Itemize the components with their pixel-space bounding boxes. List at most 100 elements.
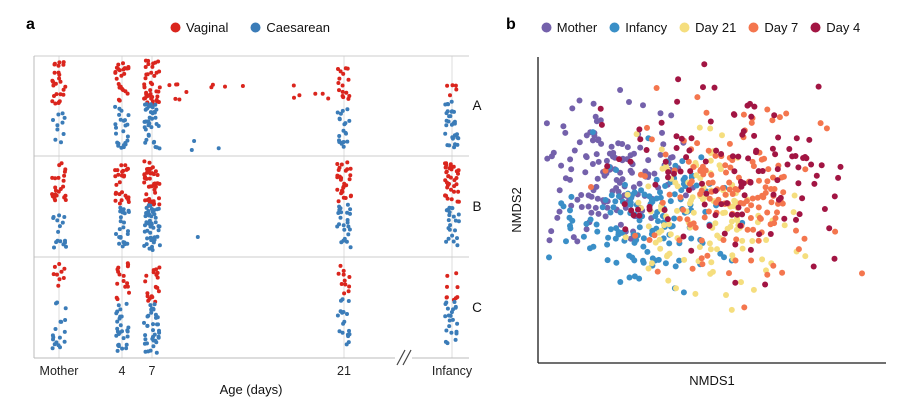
- data-point: [337, 116, 342, 121]
- data-point: [796, 211, 803, 218]
- data-point: [157, 265, 162, 270]
- data-point: [605, 234, 612, 241]
- data-point: [751, 103, 758, 110]
- data-point: [562, 129, 569, 136]
- data-point: [146, 349, 151, 354]
- data-point: [632, 232, 639, 239]
- data-point: [339, 240, 344, 245]
- data-point: [674, 183, 681, 190]
- data-point: [682, 192, 689, 199]
- data-point: [142, 243, 147, 248]
- data-point: [150, 244, 154, 249]
- data-point: [167, 83, 172, 88]
- panel-a-points: [50, 58, 461, 355]
- data-point: [447, 213, 452, 218]
- data-point: [116, 67, 121, 72]
- data-point: [119, 163, 124, 168]
- data-point: [448, 93, 452, 98]
- data-point: [661, 207, 668, 213]
- data-point: [823, 125, 830, 132]
- legend-dot-day4-icon: [810, 22, 821, 33]
- data-point: [658, 227, 665, 234]
- data-point: [113, 122, 118, 127]
- data-point: [693, 182, 700, 189]
- data-point: [455, 132, 459, 137]
- data-point: [768, 199, 775, 206]
- data-point: [737, 200, 744, 206]
- data-point: [445, 83, 450, 88]
- data-point: [143, 333, 148, 338]
- data-point: [769, 145, 776, 152]
- data-point: [446, 119, 451, 124]
- data-point: [587, 216, 594, 223]
- data-point: [720, 237, 727, 243]
- data-point: [738, 279, 744, 286]
- data-point: [348, 207, 353, 212]
- data-point: [147, 104, 152, 109]
- data-point: [769, 117, 776, 124]
- data-point: [674, 207, 680, 214]
- data-point: [151, 307, 156, 312]
- data-point: [686, 187, 692, 194]
- data-point: [142, 159, 147, 164]
- data-point: [451, 214, 456, 219]
- nmds-scatter-chart: NMDS1 NMDS2: [509, 57, 886, 388]
- data-point: [343, 121, 348, 126]
- data-point: [702, 158, 709, 165]
- data-point: [148, 203, 153, 208]
- data-point: [733, 236, 740, 243]
- data-point: [610, 204, 617, 211]
- axis-break-mark: [402, 349, 412, 366]
- data-point: [341, 310, 346, 314]
- data-point: [456, 171, 460, 176]
- data-point: [652, 181, 659, 188]
- data-point: [146, 119, 151, 124]
- data-point: [622, 234, 629, 241]
- data-point: [61, 178, 66, 183]
- x-axis-title-a: Age (days): [220, 382, 283, 397]
- data-point: [711, 84, 718, 91]
- data-point: [114, 182, 119, 187]
- data-point: [454, 271, 459, 276]
- data-point: [664, 252, 671, 259]
- data-point: [443, 314, 448, 319]
- data-point: [121, 279, 126, 283]
- data-point: [156, 322, 160, 327]
- data-point: [665, 169, 672, 176]
- data-point: [348, 245, 353, 250]
- data-point: [594, 195, 601, 202]
- data-point: [615, 193, 622, 200]
- data-point: [657, 110, 664, 117]
- data-point: [189, 148, 194, 152]
- data-point: [52, 245, 56, 250]
- data-point: [699, 261, 706, 268]
- data-point: [694, 140, 701, 147]
- data-point: [147, 176, 152, 181]
- data-point: [627, 152, 634, 159]
- data-point: [445, 306, 450, 311]
- data-point: [117, 316, 122, 321]
- data-point: [125, 122, 130, 127]
- data-point: [114, 76, 119, 81]
- tick-7: 7: [149, 364, 156, 378]
- data-point: [146, 209, 151, 213]
- data-point: [113, 174, 118, 179]
- data-point: [126, 210, 131, 214]
- data-point: [326, 96, 331, 101]
- data-point: [688, 235, 695, 242]
- data-point: [583, 226, 590, 233]
- data-point: [451, 164, 456, 169]
- data-point: [636, 126, 643, 133]
- data-point: [640, 235, 647, 242]
- data-point: [56, 343, 61, 348]
- data-point: [125, 261, 130, 266]
- data-point: [53, 327, 58, 331]
- data-point: [448, 175, 453, 180]
- data-point: [700, 84, 706, 91]
- data-point: [145, 72, 150, 77]
- data-point: [631, 257, 638, 264]
- data-point: [560, 123, 567, 130]
- data-point: [657, 245, 664, 252]
- data-point: [777, 194, 784, 201]
